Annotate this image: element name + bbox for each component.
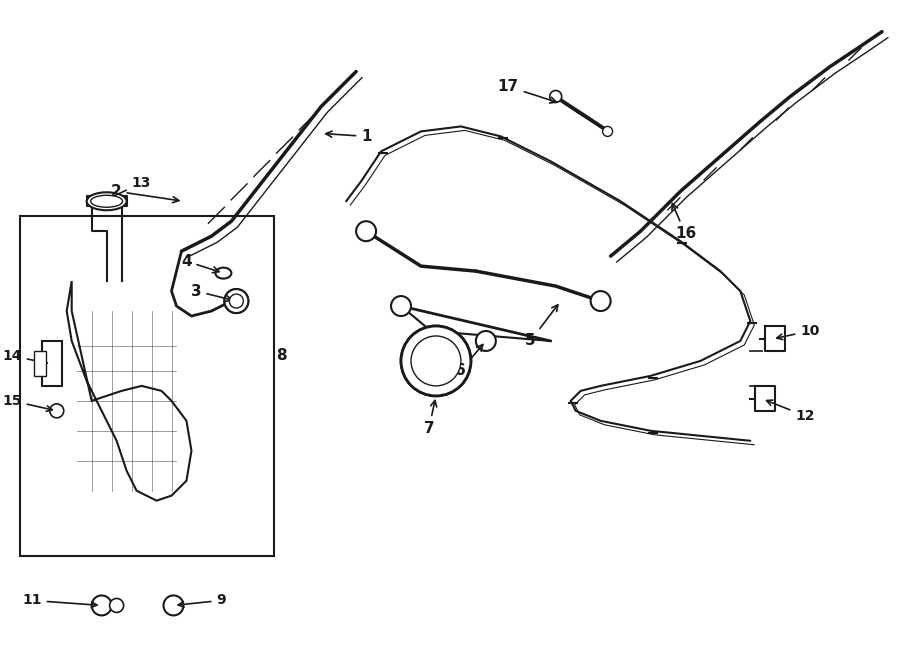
Text: 1: 1 [326, 129, 372, 144]
Circle shape [92, 596, 112, 615]
Ellipse shape [86, 192, 127, 210]
Text: 14: 14 [3, 349, 47, 365]
Text: 2: 2 [111, 184, 179, 203]
Circle shape [590, 291, 610, 311]
Circle shape [401, 326, 471, 396]
Circle shape [550, 91, 562, 102]
Text: 6: 6 [455, 344, 483, 378]
Ellipse shape [215, 268, 231, 278]
Text: 3: 3 [191, 284, 232, 301]
Text: 10: 10 [777, 324, 820, 340]
Ellipse shape [401, 326, 471, 396]
Circle shape [356, 221, 376, 241]
Circle shape [411, 336, 461, 386]
Circle shape [476, 331, 496, 351]
Circle shape [164, 596, 184, 615]
Circle shape [224, 289, 248, 313]
Text: 12: 12 [767, 400, 814, 423]
FancyBboxPatch shape [34, 351, 46, 376]
Circle shape [603, 126, 613, 136]
FancyBboxPatch shape [41, 341, 62, 386]
Text: 9: 9 [178, 594, 226, 607]
Text: 13: 13 [111, 176, 151, 198]
Text: 17: 17 [498, 79, 556, 103]
Ellipse shape [91, 195, 122, 208]
Text: 5: 5 [525, 305, 558, 348]
Circle shape [230, 294, 243, 308]
Circle shape [110, 598, 123, 613]
Circle shape [50, 404, 64, 418]
Text: 4: 4 [181, 254, 219, 273]
FancyBboxPatch shape [20, 216, 274, 555]
Text: 7: 7 [424, 401, 436, 436]
Text: 16: 16 [672, 204, 696, 241]
Polygon shape [67, 281, 192, 500]
Text: 11: 11 [22, 594, 97, 607]
Circle shape [224, 289, 248, 313]
Text: 15: 15 [3, 394, 52, 411]
Circle shape [391, 296, 411, 316]
Text: 8: 8 [276, 348, 287, 364]
